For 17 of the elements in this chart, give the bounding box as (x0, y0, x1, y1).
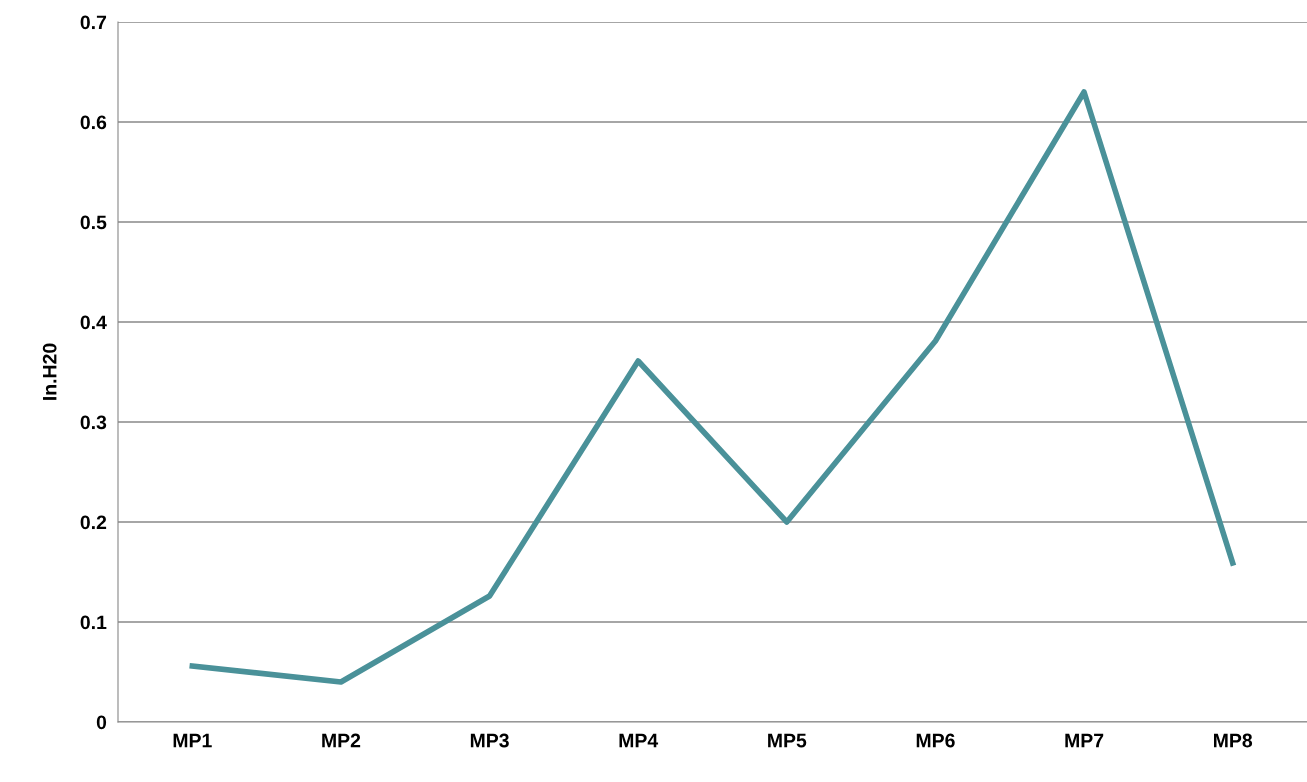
y-tick-label: 0 (96, 715, 107, 730)
y-axis-title: In.H20 (42, 343, 57, 400)
x-tick-label: MP4 (619, 733, 659, 748)
y-tick-label: 0.7 (80, 15, 107, 30)
x-tick-label: MP2 (322, 733, 361, 748)
y-tick-label: 0.5 (80, 215, 107, 230)
x-tick-label: MP8 (1214, 733, 1253, 748)
x-tick-label: MP1 (173, 733, 212, 748)
y-tick-label: 0.2 (80, 515, 107, 530)
y-tick-label: 0.3 (80, 415, 107, 430)
y-tick-label: 0.6 (80, 115, 107, 130)
x-tick-label: MP3 (470, 733, 509, 748)
y-tick-label: 0.1 (80, 615, 107, 630)
x-tick-label: MP7 (1065, 733, 1104, 748)
x-tick-label: MP5 (768, 733, 807, 748)
x-tick-label: MP6 (916, 733, 955, 748)
y-tick-label: 0.4 (80, 315, 107, 330)
